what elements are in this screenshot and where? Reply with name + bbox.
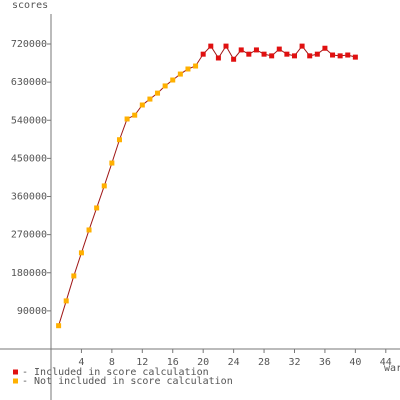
data-point [177, 71, 183, 77]
data-point [193, 63, 199, 69]
data-point [253, 47, 259, 53]
data-point [291, 53, 297, 59]
data-point [147, 96, 153, 102]
data-point [208, 43, 214, 49]
legend-label: - Not included in score calculation [22, 376, 233, 387]
data-point [261, 51, 267, 57]
data-point [337, 53, 343, 59]
data-point [109, 160, 115, 166]
data-point [116, 137, 122, 143]
data-point [200, 51, 206, 57]
data-point [94, 205, 100, 211]
data-point [284, 51, 290, 57]
y-tick-label: 360000 [11, 192, 47, 203]
x-axis-label: war [384, 363, 400, 374]
x-tick-label: 20 [197, 357, 209, 368]
x-tick-label: 44 [380, 357, 392, 368]
y-tick-label: 720000 [11, 39, 47, 50]
data-point [269, 53, 275, 59]
data-point [101, 183, 107, 189]
data-point [276, 46, 282, 52]
data-point [307, 53, 313, 59]
data-point [299, 43, 305, 49]
legend-swatch [13, 378, 18, 384]
x-tick-label: 24 [228, 357, 240, 368]
x-tick-label: 4 [78, 357, 84, 368]
data-point [132, 112, 138, 118]
data-point [352, 54, 358, 60]
data-point [170, 77, 176, 83]
x-tick-label: 36 [319, 357, 331, 368]
data-point [223, 43, 229, 49]
y-tick-label: 540000 [11, 115, 47, 126]
data-point [314, 51, 320, 57]
y-axis-label: scores [12, 0, 48, 11]
data-point [155, 90, 161, 96]
data-point [124, 116, 130, 122]
data-point [78, 250, 84, 256]
x-tick-label: 40 [349, 357, 361, 368]
x-tick-label: 8 [109, 357, 115, 368]
data-point [185, 66, 191, 72]
data-line [58, 45, 356, 326]
x-tick-label: 32 [288, 357, 300, 368]
y-tick-label: 450000 [11, 153, 47, 164]
x-tick-label: 28 [258, 357, 270, 368]
legend-swatch [13, 369, 18, 375]
y-tick-label: 90000 [17, 306, 47, 317]
legend-label: - Included in score calculation [22, 367, 209, 378]
x-tick-label: 16 [167, 357, 179, 368]
data-point [139, 102, 145, 108]
data-point [238, 47, 244, 53]
y-tick-label: 180000 [11, 268, 47, 279]
x-tick-label: 12 [136, 357, 148, 368]
y-tick-label: 270000 [11, 230, 47, 241]
data-point [231, 56, 237, 62]
data-point [215, 55, 221, 61]
data-point [330, 52, 336, 58]
data-point [162, 83, 168, 89]
data-point [63, 298, 69, 304]
data-point [322, 45, 328, 51]
y-tick-label: 630000 [11, 77, 47, 88]
data-point [56, 323, 62, 329]
data-point [86, 227, 92, 233]
data-point [246, 51, 252, 57]
data-point [345, 52, 351, 58]
data-point [71, 273, 77, 279]
